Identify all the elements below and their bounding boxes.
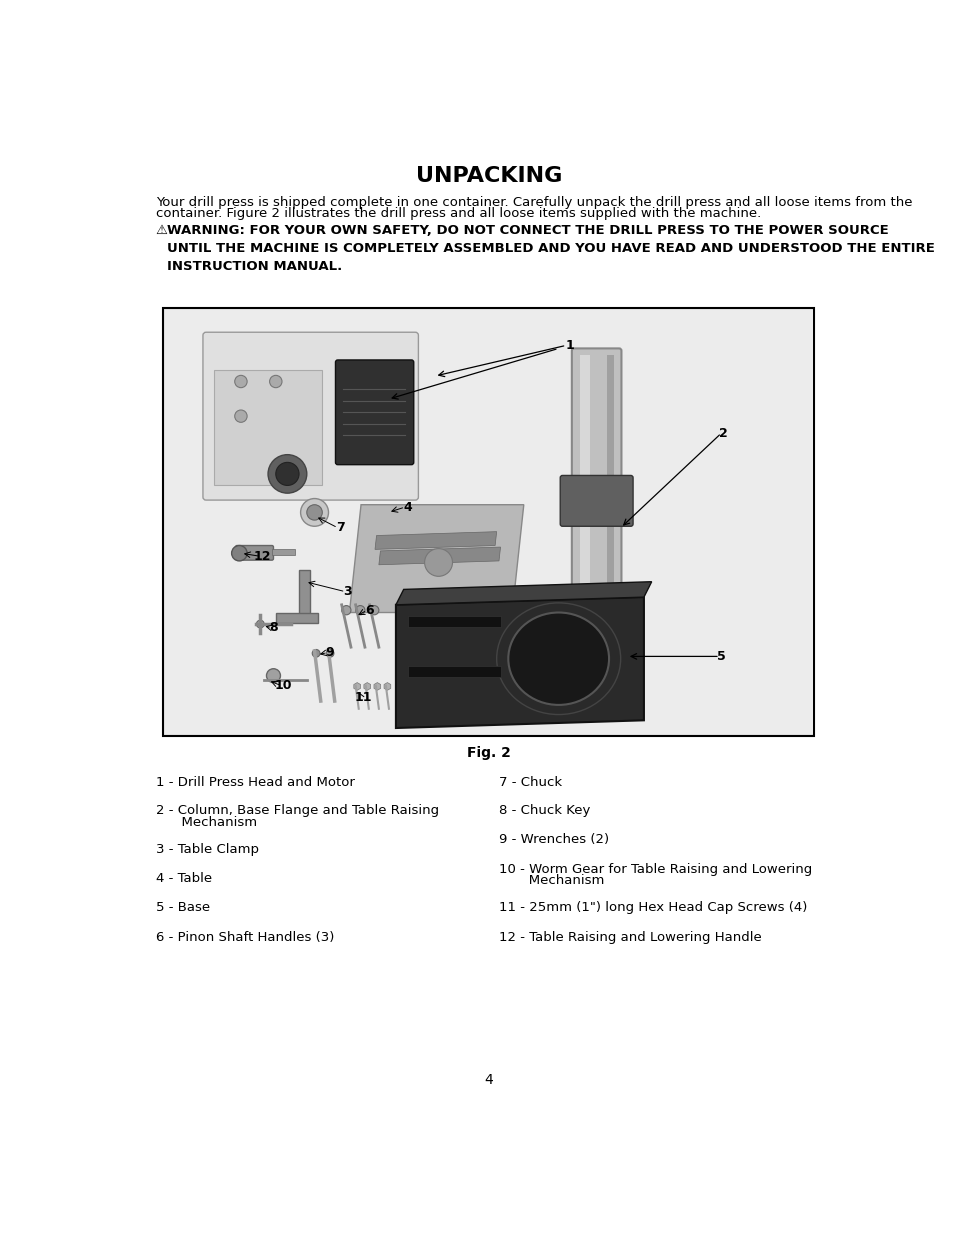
Text: 8 - Chuck Key: 8 - Chuck Key	[498, 804, 590, 818]
Circle shape	[424, 548, 452, 577]
Circle shape	[234, 410, 247, 422]
Circle shape	[618, 653, 624, 659]
Bar	[579, 354, 589, 647]
Bar	[163, 309, 814, 736]
Text: 4 - Table: 4 - Table	[155, 872, 212, 885]
Circle shape	[326, 650, 334, 657]
Circle shape	[593, 659, 599, 666]
Text: 2 - Column, Base Flange and Table Raising: 2 - Column, Base Flange and Table Raisin…	[155, 804, 438, 818]
Text: WARNING: FOR YOUR OWN SAFETY, DO NOT CONNECT THE DRILL PRESS TO THE POWER SOURCE: WARNING: FOR YOUR OWN SAFETY, DO NOT CON…	[167, 224, 934, 273]
Ellipse shape	[508, 613, 608, 705]
Polygon shape	[395, 582, 651, 605]
Bar	[298, 571, 310, 616]
Text: 11: 11	[355, 690, 372, 704]
Circle shape	[256, 620, 264, 627]
Text: 2: 2	[718, 426, 726, 440]
Text: 12 - Table Raising and Lowering Handle: 12 - Table Raising and Lowering Handle	[498, 930, 760, 944]
Polygon shape	[375, 531, 497, 550]
Text: Mechanism: Mechanism	[155, 816, 256, 829]
Text: 3 - Table Clamp: 3 - Table Clamp	[155, 842, 258, 856]
Text: Fig. 2: Fig. 2	[467, 746, 510, 760]
Circle shape	[234, 375, 247, 388]
FancyBboxPatch shape	[571, 348, 620, 653]
Circle shape	[312, 650, 319, 657]
Circle shape	[341, 605, 351, 615]
Text: 6: 6	[365, 604, 374, 616]
Bar	[272, 548, 294, 555]
Polygon shape	[349, 505, 523, 613]
Text: 1 - Drill Press Head and Motor: 1 - Drill Press Head and Motor	[155, 776, 355, 789]
Bar	[606, 354, 614, 647]
Text: 5 - Base: 5 - Base	[155, 902, 210, 914]
Text: 10 - Worm Gear for Table Raising and Lowering: 10 - Worm Gear for Table Raising and Low…	[498, 863, 811, 876]
Text: 8: 8	[269, 621, 277, 635]
FancyBboxPatch shape	[335, 359, 414, 464]
Ellipse shape	[554, 627, 639, 651]
Text: ⚠: ⚠	[155, 224, 168, 237]
Text: container. Figure 2 illustrates the drill press and all loose items supplied wit: container. Figure 2 illustrates the dril…	[155, 207, 760, 221]
Circle shape	[275, 462, 298, 485]
Circle shape	[567, 653, 574, 659]
Text: Your drill press is shipped complete in one container. Carefully unpack the dril: Your drill press is shipped complete in …	[155, 196, 911, 209]
Bar	[407, 667, 500, 677]
Text: 1: 1	[565, 338, 574, 352]
Circle shape	[268, 454, 307, 493]
Text: 5: 5	[717, 650, 725, 663]
Circle shape	[593, 636, 599, 642]
Text: 10: 10	[274, 679, 292, 692]
Circle shape	[355, 605, 365, 615]
Circle shape	[618, 642, 624, 648]
Text: 9 - Wrenches (2): 9 - Wrenches (2)	[498, 834, 608, 846]
Text: 3: 3	[343, 585, 352, 598]
Circle shape	[369, 605, 378, 615]
Circle shape	[266, 668, 280, 683]
Bar	[165, 310, 812, 734]
Text: 12: 12	[253, 550, 271, 563]
Text: 9: 9	[325, 646, 334, 659]
FancyBboxPatch shape	[235, 546, 274, 561]
Bar	[213, 370, 322, 485]
Circle shape	[300, 499, 328, 526]
Bar	[407, 616, 500, 627]
FancyBboxPatch shape	[203, 332, 418, 500]
Text: 7 - Chuck: 7 - Chuck	[498, 776, 561, 789]
FancyBboxPatch shape	[559, 475, 633, 526]
Circle shape	[270, 375, 282, 388]
Circle shape	[307, 505, 322, 520]
Text: 7: 7	[335, 521, 344, 535]
Circle shape	[232, 546, 247, 561]
Text: 11 - 25mm (1") long Hex Head Cap Screws (4): 11 - 25mm (1") long Hex Head Cap Screws …	[498, 902, 806, 914]
Bar	[275, 613, 318, 624]
Circle shape	[567, 642, 574, 648]
Text: 4: 4	[484, 1073, 493, 1087]
Text: 4: 4	[403, 500, 412, 514]
Text: 6 - Pinon Shaft Handles (3): 6 - Pinon Shaft Handles (3)	[155, 930, 334, 944]
Polygon shape	[378, 547, 500, 564]
Text: UNPACKING: UNPACKING	[416, 165, 561, 186]
Polygon shape	[395, 597, 643, 727]
Ellipse shape	[554, 632, 639, 671]
Text: Mechanism: Mechanism	[498, 874, 604, 887]
